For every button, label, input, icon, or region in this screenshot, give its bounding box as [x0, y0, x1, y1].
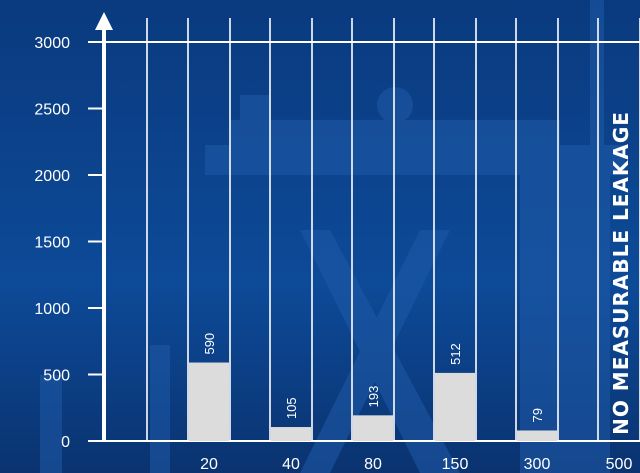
x-tick-label-80: 80 [364, 456, 382, 473]
y-tick-label-500: 500 [43, 368, 70, 385]
x-tick-label-500: 500 [606, 456, 633, 473]
y-tick-label-1500: 1500 [34, 235, 70, 252]
ship-silhouette [40, 0, 625, 473]
x-tick-label-300: 300 [524, 456, 551, 473]
bars [189, 362, 557, 441]
x-axis-ticks: 20 40 80 150 300 500 [200, 456, 632, 473]
bar-label-20: 590 [202, 333, 217, 355]
bar-label-150: 512 [448, 343, 463, 365]
x-tick-label-40: 40 [282, 456, 300, 473]
bar-150 [435, 372, 475, 441]
y-tick-label-2000: 2000 [34, 168, 70, 185]
x-tick-label-20: 20 [200, 456, 218, 473]
y-tick-label-2500: 2500 [34, 102, 70, 119]
no-leakage-annotation: NO MEASURABLE LEAKAGE [609, 111, 633, 435]
bar-40 [271, 427, 311, 441]
bar-20 [189, 362, 229, 441]
y-axis-ticks: 0 500 1000 1500 2000 2500 3000 [34, 35, 104, 451]
y-tick-label-3000: 3000 [34, 35, 70, 52]
bar-80 [353, 415, 393, 441]
y-tick-label-0: 0 [61, 434, 70, 451]
x-tick-label-150: 150 [442, 456, 469, 473]
column-dividers [146, 18, 640, 441]
bar-label-300: 79 [530, 408, 545, 422]
y-tick-label-1000: 1000 [34, 301, 70, 318]
bar-label-80: 193 [366, 386, 381, 408]
bar-value-labels: 590 105 193 512 79 [202, 333, 545, 423]
y-axis-arrow-icon [95, 12, 113, 30]
bar-300 [517, 430, 557, 441]
bar-label-40: 105 [284, 397, 299, 419]
